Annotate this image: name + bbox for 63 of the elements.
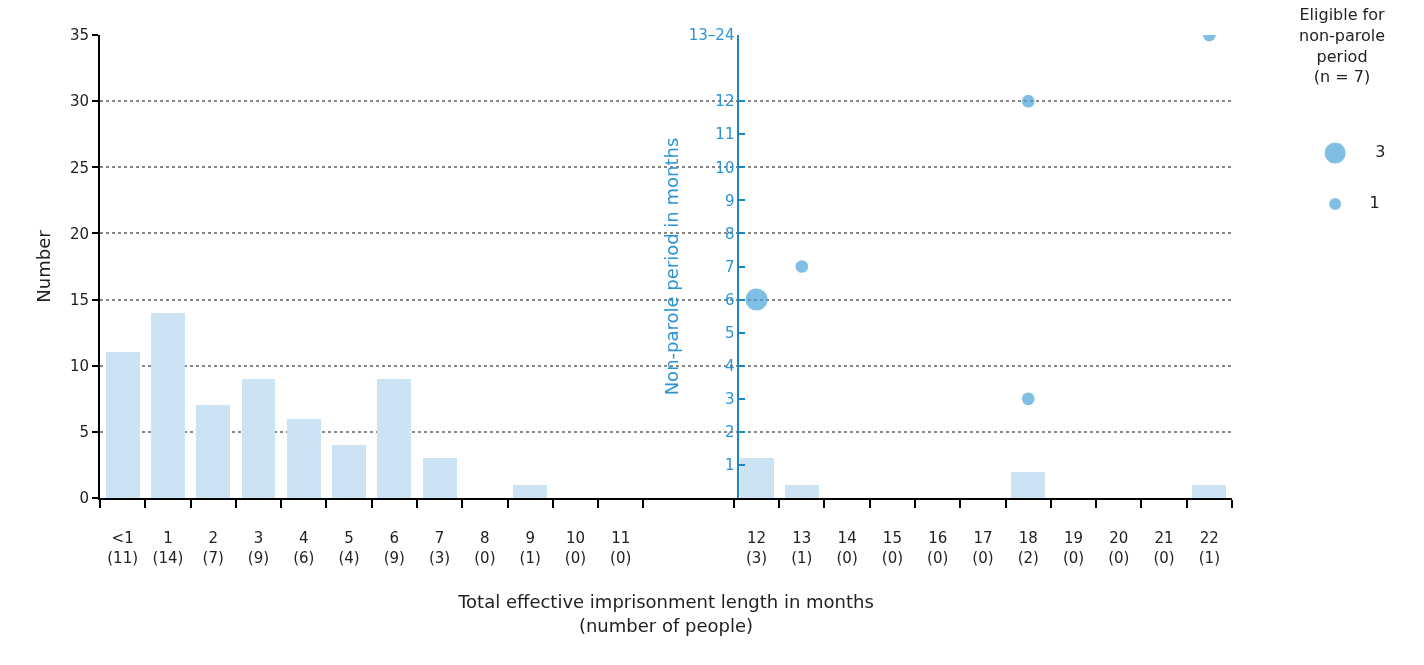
legend-label: 1 <box>1344 193 1380 212</box>
y-axis-title: Number <box>32 229 54 303</box>
y2-tick-label: 10 <box>715 158 735 177</box>
x-tick-label: 2 (7) <box>202 529 224 567</box>
y2-tick-label: 13–24 <box>688 26 735 45</box>
x-tick-label: 3 (9) <box>247 529 270 567</box>
y-tick-label: 0 <box>79 489 89 508</box>
x-tick-label: 21 (0) <box>1153 529 1175 567</box>
x-tick-label: 13 (1) <box>791 529 813 567</box>
bar <box>287 419 321 498</box>
bar <box>1192 485 1226 498</box>
x-tick-label: 22 (1) <box>1198 529 1220 567</box>
bar <box>423 458 457 498</box>
y2-tick-label: 4 <box>724 356 735 375</box>
x-tick-label: 6 (9) <box>383 529 405 567</box>
y2-tick-label: 11 <box>715 125 735 144</box>
y2-tick-label: 6 <box>724 290 735 309</box>
y2-axis-title: Non-parole period in months <box>661 137 683 396</box>
x-tick-label: 18 (2) <box>1017 529 1039 567</box>
x-tick-label: 16 (0) <box>927 529 949 567</box>
x-tick-label: 17 (0) <box>972 529 994 567</box>
y-tick-label: 10 <box>69 356 89 375</box>
x-tick-label: 14 (0) <box>836 529 858 567</box>
x-tick-label: 5 (4) <box>338 529 360 567</box>
y2-tick-label: 3 <box>724 390 735 409</box>
x-tick-label: 10 (0) <box>564 529 587 567</box>
y-tick-label: 15 <box>69 290 89 309</box>
y-tick-label: 20 <box>69 224 89 243</box>
y2-tick-label: 12 <box>715 92 735 111</box>
y2-tick-label: 7 <box>724 257 735 276</box>
x-tick-label: 20 (0) <box>1108 529 1130 567</box>
x-tick-label: 1 (14) <box>152 529 184 567</box>
y-tick-label: 35 <box>69 26 89 45</box>
x-tick-label: 15 (0) <box>881 529 904 567</box>
y2-tick-label: 5 <box>724 323 735 342</box>
bar <box>332 445 366 498</box>
x-tick-label: 12 (3) <box>745 529 768 567</box>
bar <box>106 352 140 498</box>
x-tick-label: 8 (0) <box>474 529 496 567</box>
bar <box>785 485 819 498</box>
bar <box>196 405 230 498</box>
bar <box>151 313 185 498</box>
bar <box>242 379 275 498</box>
y2-tick-label: 1 <box>724 456 735 475</box>
x-tick-label: 19 (0) <box>1062 529 1085 567</box>
bar <box>513 485 547 498</box>
y2-tick-label: 2 <box>724 423 735 442</box>
x-tick-label: 7 (3) <box>428 529 451 567</box>
y-tick-label: 30 <box>69 92 89 111</box>
legend-title: Eligible for non-parole period (n = 7) <box>1299 5 1386 87</box>
x-axis-title: Total effective imprisonment length in months (number of people) <box>457 591 874 636</box>
y2-tick-label: 9 <box>724 191 735 210</box>
x-tick-label: 9 (1) <box>519 529 541 567</box>
x-tick-label: <1 (11) <box>107 529 139 567</box>
legend-label: 3 <box>1349 142 1386 162</box>
bar <box>1011 472 1045 498</box>
y-tick-label: 5 <box>79 423 89 442</box>
bar <box>377 379 411 498</box>
y2-tick-label: 8 <box>724 224 735 243</box>
bar <box>740 458 774 498</box>
y-tick-label: 25 <box>69 158 89 177</box>
x-tick-label: 4 (6) <box>293 529 315 567</box>
x-tick-label: 11 (0) <box>610 529 632 567</box>
